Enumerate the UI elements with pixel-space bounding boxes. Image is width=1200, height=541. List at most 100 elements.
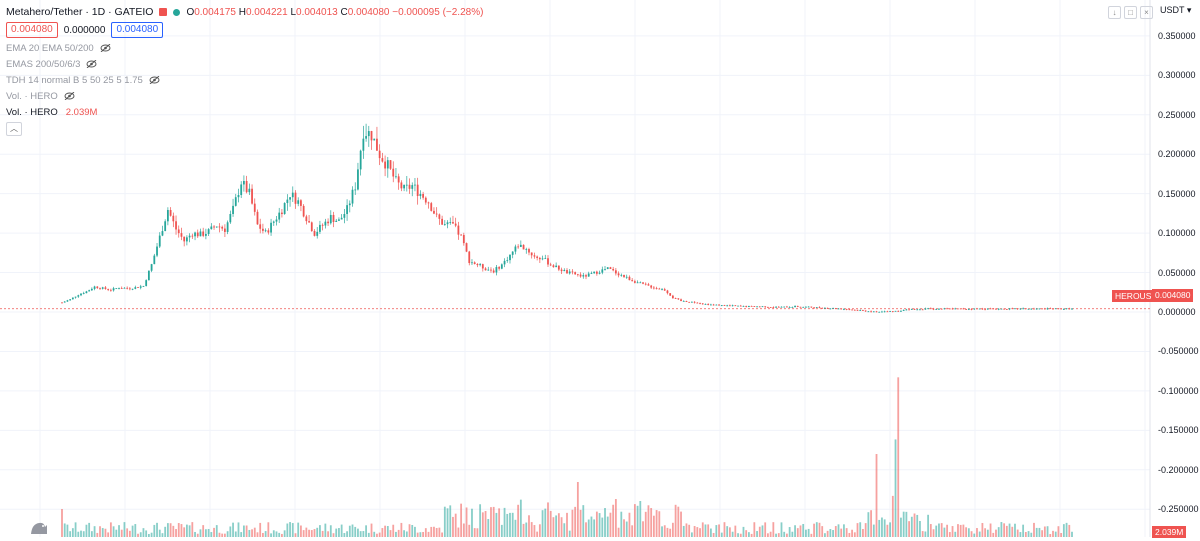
indicator-vol-hidden[interactable]: Vol. · HERO — [6, 88, 483, 104]
candle-body — [748, 305, 750, 307]
maximize-icon[interactable]: □ — [1124, 6, 1137, 19]
volume-bar — [528, 515, 530, 537]
volume-bar — [886, 524, 889, 537]
candle-body — [851, 309, 853, 311]
candle-body — [862, 310, 864, 311]
volume-bar — [490, 507, 492, 537]
arrow-down-icon[interactable]: ↓ — [1108, 6, 1121, 19]
candle-body — [886, 311, 889, 313]
candle-body — [281, 212, 283, 215]
volume-bar — [557, 513, 560, 537]
eye-crossed-icon[interactable] — [100, 44, 111, 52]
candle-body — [509, 254, 511, 261]
volume-bar — [547, 502, 549, 537]
volume-bar — [313, 529, 316, 537]
volume-bar — [294, 533, 297, 537]
price-change: −0.000095 (−2.28%) — [392, 6, 484, 18]
candle-body — [305, 216, 308, 222]
volume-bar — [430, 526, 433, 537]
volume-bar — [275, 531, 278, 537]
candle-body — [381, 158, 384, 162]
candle-body — [319, 224, 321, 232]
candle-body — [446, 222, 449, 225]
candle-body — [454, 223, 457, 226]
volume-bar — [414, 526, 416, 537]
candle-body — [180, 233, 183, 237]
volume-bar — [438, 527, 441, 537]
volume-bar — [74, 522, 77, 537]
volume-bar — [604, 508, 606, 537]
candle-body — [1033, 308, 1035, 310]
candle-body — [837, 308, 840, 310]
eye-crossed-icon[interactable] — [86, 60, 97, 68]
volume-bar — [215, 525, 218, 537]
volume-bar — [389, 530, 392, 537]
candle-body — [370, 131, 373, 141]
volume-bar — [919, 520, 921, 537]
volume-bar — [156, 522, 158, 537]
volume-bar — [386, 526, 389, 537]
candle-body — [560, 269, 563, 272]
candle-body — [921, 309, 924, 311]
volume-bar — [221, 533, 224, 537]
candle-body — [234, 197, 237, 206]
volume-bar — [916, 514, 919, 537]
candle-body — [856, 309, 859, 311]
volume-bar — [894, 439, 897, 537]
volume-bar — [799, 525, 802, 537]
chevron-up-icon[interactable]: ︿ — [6, 122, 22, 136]
candle-body — [115, 288, 118, 290]
volume-bar — [373, 531, 376, 537]
volume-bar — [397, 529, 400, 537]
candle-body — [943, 308, 946, 310]
candle-body — [131, 288, 134, 290]
volume-bar — [910, 516, 913, 537]
candle-body — [973, 308, 976, 310]
indicator-emas[interactable]: EMAS 200/50/6/3 — [6, 56, 483, 72]
volume-bar — [471, 508, 473, 537]
volume-bar — [786, 533, 788, 537]
candle-body — [585, 275, 587, 277]
buy-button[interactable]: 0.004080 — [111, 22, 164, 38]
indicator-ema20[interactable]: EMA 20 EMA 50/200 — [6, 40, 483, 56]
tradingview-logo-icon[interactable] — [28, 518, 50, 536]
eye-crossed-icon[interactable] — [149, 76, 160, 84]
candle-body — [1000, 308, 1003, 310]
candle-body — [666, 290, 669, 294]
volume-bar — [1033, 522, 1035, 537]
candle-body — [243, 181, 245, 185]
candle-body — [639, 282, 642, 284]
candle-body — [120, 288, 123, 289]
volume-bar — [832, 530, 834, 537]
volume-bar — [652, 515, 655, 537]
volume-bar — [671, 522, 674, 537]
volume-bar — [321, 530, 324, 537]
candle-body — [590, 273, 593, 275]
price-axis-label: 0.200000 — [1158, 149, 1196, 160]
currency-selector[interactable]: USDT ▾ — [1160, 5, 1192, 15]
indicator-vol[interactable]: Vol. · HERO 2.039M — [6, 106, 98, 118]
candle-body — [256, 211, 259, 225]
volume-bar — [772, 522, 775, 537]
price-axis-label: -0.150000 — [1158, 425, 1199, 436]
indicator-tdh[interactable]: TDH 14 normal B 5 50 25 5 1.75 — [6, 72, 483, 88]
candle-body — [229, 214, 232, 223]
volume-bar — [935, 525, 938, 537]
eye-crossed-icon[interactable] — [64, 92, 75, 100]
symbol-title[interactable]: Metahero/Tether · 1D · GATEIO — [6, 6, 154, 18]
candle-body — [718, 304, 720, 306]
volume-bar — [989, 523, 992, 537]
sell-button[interactable]: 0.004080 — [6, 22, 58, 38]
candle-body — [384, 161, 386, 169]
candle-body — [107, 288, 110, 290]
volume-bar — [1035, 527, 1038, 537]
volume-bar — [946, 524, 949, 537]
close-icon[interactable]: × — [1140, 6, 1153, 19]
volume-bar — [997, 527, 1000, 537]
candle-body — [916, 309, 919, 311]
candle-body — [147, 270, 150, 281]
volume-bar — [875, 454, 878, 537]
volume-bar — [378, 532, 381, 537]
candle-body — [796, 305, 799, 307]
